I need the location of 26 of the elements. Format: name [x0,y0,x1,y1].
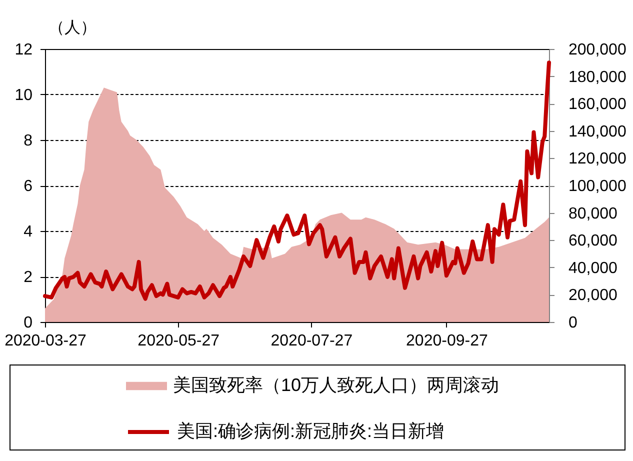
legend-label: 美国:确诊病例:新冠肺炎:当日新增 [177,421,444,441]
x-tick-label: 2020-03-27 [4,332,87,350]
y2-tick-label: 100,000 [568,178,626,195]
y2-tick-label: 120,000 [568,150,626,168]
y-tick-label: 0 [24,314,33,332]
y2-tick-label: 60,000 [568,232,618,250]
y2-tick-label: 140,000 [568,123,626,140]
y2-tick-label: 180,000 [568,68,626,86]
y2-tick-label: 20,000 [568,287,618,304]
y-tick-label: 2 [24,269,33,286]
y-tick-label: 12 [14,42,33,58]
x-tick-label: 2020-07-27 [270,332,353,350]
y-tick-label: 4 [24,224,33,240]
y-axis-title: （人） [48,20,96,36]
y2-tick-label: 40,000 [568,260,618,277]
y-tick-label: 6 [24,178,33,195]
x-tick-label: 2020-09-27 [406,332,488,350]
y2-tick-label: 80,000 [568,205,618,222]
x-tick-label: 2020-05-27 [138,332,220,350]
y-tick-label: 8 [24,132,33,150]
y2-tick-label: 0 [568,314,578,332]
line-series [43,60,551,301]
y2-tick-label: 200,000 [568,42,626,58]
legend-label: 美国致死率（10万人致死人口）两周滚动 [173,375,500,395]
y-tick-label: 10 [14,87,33,104]
y2-tick-label: 160,000 [568,96,626,114]
